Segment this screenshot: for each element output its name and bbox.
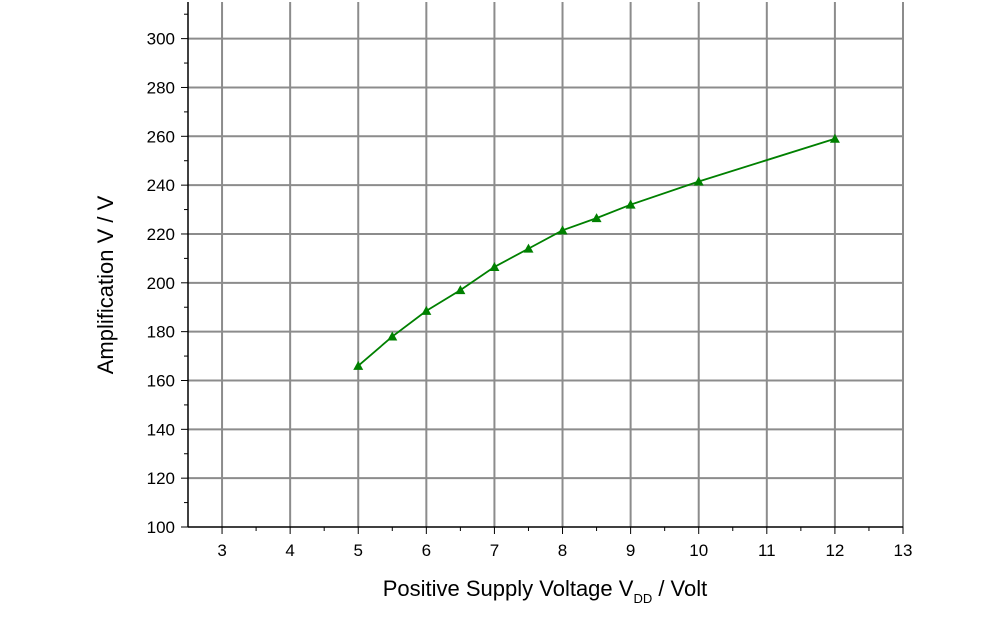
y-tick-label: 240 — [147, 176, 175, 195]
y-tick-label: 280 — [147, 78, 175, 97]
x-tick-label: 13 — [894, 541, 913, 560]
x-tick-label: 12 — [825, 541, 844, 560]
x-tick-label: 6 — [422, 541, 431, 560]
axes — [187, 2, 903, 528]
x-tick-label: 8 — [558, 541, 567, 560]
data-point-marker — [693, 176, 704, 186]
x-tick-label: 3 — [217, 541, 226, 560]
grid — [188, 2, 904, 527]
data-point-marker — [455, 285, 466, 295]
data-point-marker — [557, 225, 568, 235]
x-tick-label: 10 — [689, 541, 708, 560]
y-tick-label: 120 — [147, 469, 175, 488]
x-axis-label-subscript: DD — [633, 591, 652, 606]
x-tick-label: 5 — [354, 541, 363, 560]
data-point-marker — [591, 213, 602, 223]
y-tick-label: 100 — [147, 518, 175, 537]
y-tick-label: 160 — [147, 371, 175, 390]
data-point-marker — [625, 199, 636, 209]
data-point-marker — [421, 305, 432, 315]
y-tick-label: 300 — [147, 30, 175, 49]
y-axis-label: Amplification V / V — [93, 195, 118, 374]
data-point-marker — [353, 360, 364, 370]
data-point-marker — [489, 261, 500, 271]
x-tick-label: 7 — [490, 541, 499, 560]
data-point-marker — [523, 243, 534, 253]
x-axis-label-suffix: / Volt — [652, 576, 707, 601]
y-tick-label: 200 — [147, 274, 175, 293]
y-tick-label: 140 — [147, 420, 175, 439]
y-tick-label: 260 — [147, 127, 175, 146]
x-tick-label: 11 — [758, 541, 776, 560]
series — [353, 133, 840, 370]
data-point-marker — [387, 331, 398, 341]
ticks: 3 4 5 6 7 8 9 10 11 12 13 100 120 140 160 180 200 220 240 2… — [147, 13, 913, 560]
x-tick-label: 9 — [626, 541, 635, 560]
y-tick-label: 180 — [147, 323, 175, 342]
x-tick-label: 4 — [285, 541, 294, 560]
x-axis-label: Positive Supply Voltage VDD / Volt — [383, 576, 708, 606]
y-tick-label: 220 — [147, 225, 175, 244]
data-point-marker — [829, 133, 840, 143]
